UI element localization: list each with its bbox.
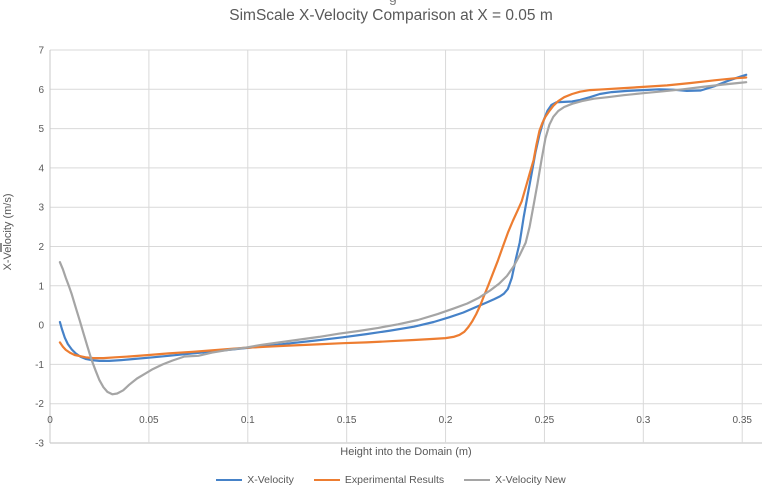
y-tick-label-2: 2 xyxy=(38,242,44,253)
x-tick-label-0.05: 0.05 xyxy=(139,415,159,426)
legend-item-x-velocity[interactable]: X-Velocity xyxy=(216,474,294,486)
y-tick-label-7: 7 xyxy=(38,46,44,57)
legend-item-x-velocity-new[interactable]: X-Velocity New xyxy=(464,474,566,486)
x-tick-label-0.15: 0.15 xyxy=(337,415,357,426)
x-tick-label-0.25: 0.25 xyxy=(535,415,555,426)
x-tick-label-0: 0 xyxy=(47,415,53,426)
x-tick-label-0.1: 0.1 xyxy=(241,415,255,426)
legend-label: Experimental Results xyxy=(344,474,445,486)
series-line-experimental-results[interactable] xyxy=(58,76,748,360)
x-axis-title: Height into the Domain (m) xyxy=(340,446,472,458)
y-tick-label--2: -2 xyxy=(35,399,44,410)
x-tick-label-0.3: 0.3 xyxy=(636,415,650,426)
legend-line-swatch xyxy=(464,479,491,481)
legend-line-swatch xyxy=(216,479,243,481)
y-tick-label-6: 6 xyxy=(38,85,44,96)
y-tick-label--1: -1 xyxy=(35,360,44,371)
y-tick-label-0: 0 xyxy=(38,321,44,332)
legend-line-swatch xyxy=(313,479,340,481)
chart-legend: X-Velocity Experimental Results X-Velocity… xyxy=(0,474,782,486)
x-tick-label-0.35: 0.35 xyxy=(732,415,752,426)
legend-label: X-Velocity xyxy=(247,474,294,486)
legend-label: X-Velocity New xyxy=(495,474,566,486)
cropped-edge-fragment xyxy=(0,243,2,252)
chart-title: SimScale X-Velocity Comparison at X = 0.… xyxy=(229,7,553,24)
legend-item-experimental-results[interactable]: Experimental Results xyxy=(313,474,445,486)
y-axis-title: X-Velocity (m/s) xyxy=(2,193,14,271)
y-tick-label--3: -3 xyxy=(35,439,44,450)
y-tick-label-3: 3 xyxy=(38,203,44,214)
series-line-x-velocity[interactable] xyxy=(58,73,748,362)
cropped-text-fragment: g xyxy=(389,0,403,5)
series-line-x-velocity-new[interactable] xyxy=(58,81,748,396)
y-tick-label-1: 1 xyxy=(38,281,44,292)
y-tick-label-5: 5 xyxy=(38,124,44,135)
y-tick-label-4: 4 xyxy=(38,163,44,174)
x-tick-label-0.2: 0.2 xyxy=(439,415,453,426)
